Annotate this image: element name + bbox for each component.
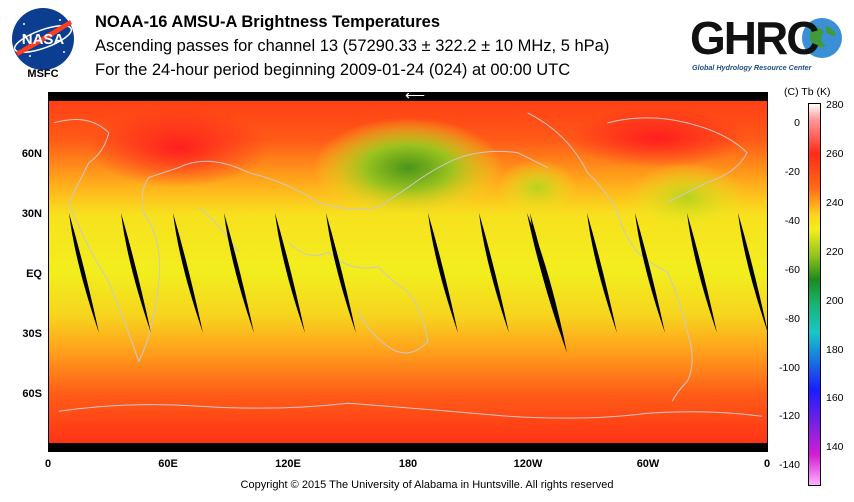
swath-gap	[275, 213, 305, 333]
msfc-label: MSFC	[27, 68, 59, 80]
colorbar-header: (C) Tb (K)	[784, 86, 831, 98]
title-block: NOAA-16 AMSU-A Brightness Temperatures A…	[95, 10, 609, 82]
ghrc-subtitle: Global Hydrology Resource Center	[692, 63, 813, 72]
colorbar-celsius-tick: -120	[778, 410, 800, 423]
colorbar-kelvin-tick: 220	[826, 245, 844, 258]
colorbar-celsius-tick: -100	[778, 361, 800, 374]
colorbar-kelvin-tick: 180	[826, 343, 844, 356]
cold-anomaly-siberia	[313, 117, 503, 218]
colorbar-celsius-tick: -60	[784, 263, 800, 276]
page-title: NOAA-16 AMSU-A Brightness Temperatures	[95, 13, 441, 31]
lon-label-180: 180	[398, 458, 418, 470]
swath-gap	[224, 213, 254, 333]
colorbar-kelvin-tick: 140	[826, 441, 844, 454]
cold-anomaly-alaska	[497, 159, 578, 216]
swath-gap	[69, 213, 99, 333]
colorbar-celsius-tick: -80	[784, 312, 800, 325]
warm-anomaly-europe	[88, 107, 269, 188]
ghrc-wordmark: GHRC	[690, 12, 818, 64]
period-text: For the 24-hour period beginning 2009-01…	[95, 61, 571, 79]
swath-gap	[587, 213, 617, 333]
colorbar-celsius-tick: -40	[784, 214, 800, 227]
nasa-logo: NASA	[12, 8, 74, 70]
direction-arrow: ⟵	[405, 92, 426, 103]
swath-gap	[738, 213, 767, 331]
cold-anomaly-atlantic	[627, 162, 748, 233]
colorbar-kelvin-tick: 280	[826, 99, 844, 111]
swath-gap	[428, 213, 458, 333]
swath-gap	[635, 213, 665, 333]
colorbar-kelvin-tick: 260	[826, 147, 844, 160]
swath-gap	[527, 213, 567, 353]
lon-label-120w: 120W	[513, 458, 543, 470]
data-gap-layer	[69, 213, 767, 353]
lat-label-60n: 60N	[21, 148, 42, 160]
lon-label-60w: 60W	[636, 458, 660, 470]
missing-data-bottom	[49, 443, 767, 451]
ghrc-logo: GHRC Global Hydrology Resource Center	[690, 12, 842, 72]
page-subtitle: Ascending passes for channel 13 (57290.3…	[95, 37, 610, 55]
colorbar-celsius-tick: -140	[778, 459, 800, 472]
colorbar-kelvin-tick: 200	[826, 294, 844, 307]
copyright-notice: Copyright © 2015 The University of Alaba…	[240, 479, 614, 491]
lon-label-60e: 60E	[158, 458, 178, 470]
warm-anomaly-arctic	[567, 107, 748, 168]
swath-gap	[479, 213, 509, 333]
lat-label-60s: 60S	[22, 388, 42, 400]
nasa-wordmark: NASA	[22, 31, 65, 48]
swath-gap	[121, 213, 151, 333]
missing-data-top	[49, 93, 767, 101]
swath-gap	[173, 213, 203, 333]
lat-label-30s: 30S	[22, 328, 42, 340]
lon-label-0-right: 0	[763, 458, 771, 470]
map-canvas	[49, 93, 767, 451]
swath-gap	[687, 213, 717, 333]
colorbar-kelvin-tick: 160	[826, 392, 844, 405]
lat-label-30n: 30N	[21, 208, 42, 220]
colorbar-celsius-tick: -20	[784, 165, 800, 178]
colorbar-celsius-tick: 0	[794, 117, 800, 129]
colorbar	[808, 103, 821, 486]
lon-label-0-left: 0	[44, 458, 52, 470]
lat-label-eq: EQ	[26, 268, 42, 280]
lon-label-120e: 120E	[275, 458, 301, 470]
colorbar-kelvin-tick: 240	[826, 196, 844, 209]
swath-gap	[326, 213, 356, 333]
brightness-temperature-map: ⟵	[48, 92, 768, 452]
